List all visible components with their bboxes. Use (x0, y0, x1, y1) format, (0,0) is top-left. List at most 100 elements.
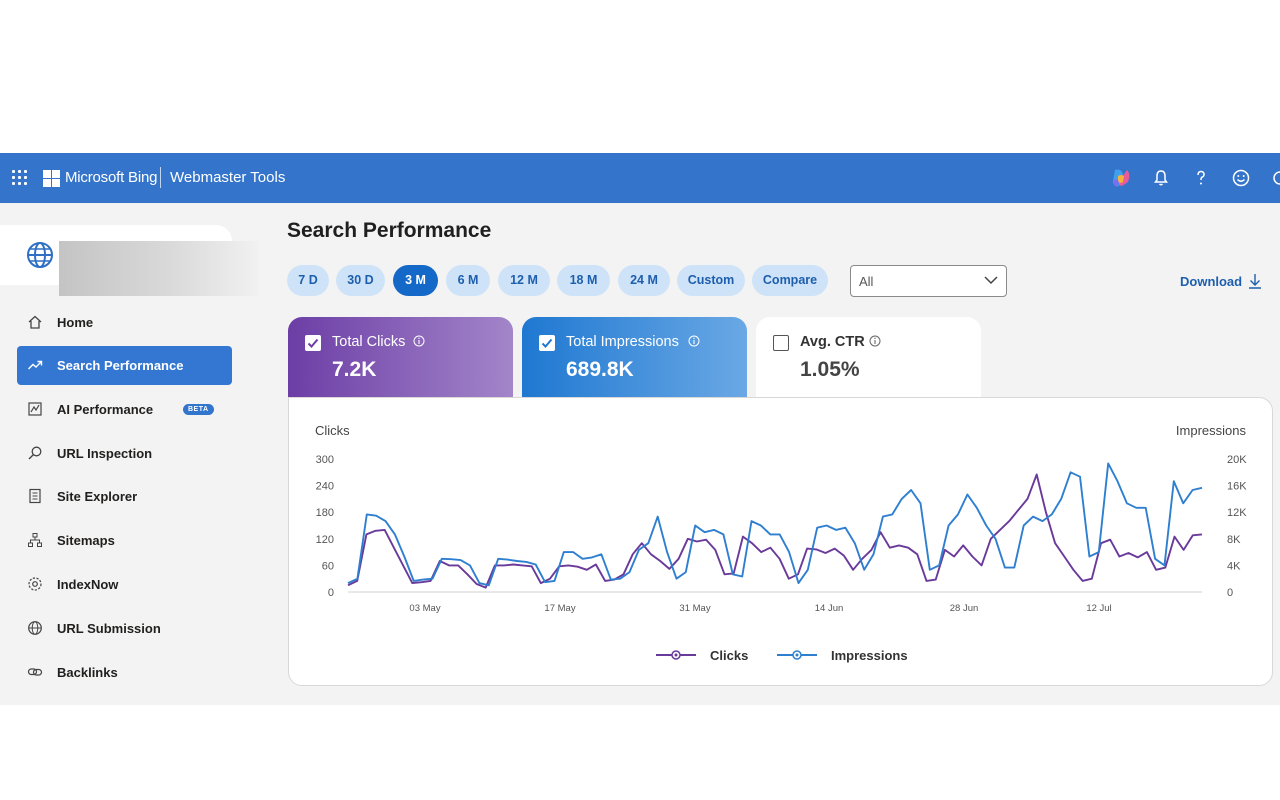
sidebar-item-home[interactable]: Home (17, 303, 232, 342)
sidebar-item-label: URL Submission (57, 621, 161, 636)
help-icon[interactable] (1189, 166, 1213, 190)
sidebar-item-label: Home (57, 315, 94, 330)
sidebar-item-search-performance[interactable]: Search Performance (17, 346, 232, 385)
page-title: Search Performance (287, 219, 492, 242)
info-icon[interactable] (413, 335, 425, 347)
right-axis-title: Impressions (1175, 423, 1246, 438)
left-tick-label: 0 (328, 587, 334, 599)
metric-label: Total Impressions (566, 334, 679, 350)
legend-item-clicks[interactable]: Clicks (710, 648, 748, 663)
sidebar-item-site-explorer[interactable]: Site Explorer (17, 477, 232, 516)
metric-value: 689.8K (566, 358, 634, 381)
download-button[interactable]: Download (1180, 274, 1243, 289)
checkbox-checked-icon[interactable] (305, 335, 321, 351)
chevron-down-icon (984, 276, 998, 285)
app-shell: Microsoft Bing Webmaster Tools (0, 153, 1280, 705)
legend-marker-dot (674, 653, 678, 657)
bell-icon[interactable] (1149, 166, 1173, 190)
range-button-12m[interactable]: 12 M (498, 265, 550, 296)
sidebar-item-url-inspection[interactable]: URL Inspection (17, 434, 232, 473)
performance-chart-card: Clicks Impressions 300 20K 240 16K 180 12K 120… (288, 397, 1273, 686)
x-tick-label: 28 Jun (950, 603, 979, 614)
search-icon (28, 446, 42, 460)
right-tick-label: 0 (1227, 587, 1233, 599)
metric-card-total-clicks[interactable]: Total Clicks 7.2K (288, 317, 513, 399)
metric-value: 7.2K (332, 358, 377, 381)
sidebar-item-indexnow[interactable]: IndexNow (17, 565, 232, 604)
x-tick-label: 14 Jun (815, 603, 844, 614)
trend-icon (28, 360, 43, 370)
sidebar-item-label: URL Inspection (57, 446, 153, 461)
filter-dropdown-value: All (859, 274, 874, 289)
left-tick-label: 60 (322, 560, 334, 572)
brand-divider (160, 167, 161, 188)
product-name[interactable]: Webmaster Tools (170, 169, 286, 186)
range-button-compare[interactable]: Compare (752, 265, 828, 296)
right-tick-label: 4K (1227, 560, 1241, 572)
top-bar: Microsoft Bing Webmaster Tools (0, 153, 1280, 203)
range-button-3m[interactable]: 3 M (393, 265, 438, 296)
sidebar-item-label: Backlinks (57, 665, 118, 680)
right-tick-label: 8K (1227, 534, 1241, 546)
sidebar-item-backlinks[interactable]: Backlinks (17, 653, 232, 692)
x-tick-label: 03 May (409, 603, 440, 614)
globe-icon (28, 621, 42, 635)
sidebar-item-ai-performance[interactable]: AI Performance BETA (17, 390, 232, 429)
sidebar-item-sitemaps[interactable]: Sitemaps (17, 521, 232, 560)
settings-gear-icon[interactable] (1268, 166, 1280, 190)
right-tick-label: 16K (1227, 481, 1247, 493)
metric-label: Total Clicks (332, 334, 406, 350)
left-axis-title: Clicks (315, 423, 350, 438)
range-button-30d[interactable]: 30 D (336, 265, 385, 296)
sidebar-item-label: Search Performance (57, 358, 184, 373)
range-button-7d[interactable]: 7 D (287, 265, 329, 296)
microsoft-logo-icon (43, 170, 60, 187)
brand-name[interactable]: Microsoft Bing (65, 169, 158, 186)
range-button-custom[interactable]: Custom (677, 265, 745, 296)
globe-icon (27, 242, 53, 268)
home-icon (28, 315, 42, 329)
x-tick-label: 17 May (544, 603, 575, 614)
info-icon[interactable] (688, 335, 700, 347)
metric-value: 1.05% (800, 358, 860, 381)
left-tick-label: 180 (316, 507, 334, 519)
sitemap-icon (28, 533, 42, 547)
copilot-icon[interactable] (1109, 166, 1133, 190)
right-tick-label: 12K (1227, 507, 1247, 519)
feedback-smiley-icon[interactable] (1229, 166, 1253, 190)
checkbox-checked-icon[interactable] (539, 335, 555, 351)
legend-marker-dot (795, 653, 799, 657)
series-line-clicks[interactable] (347, 473, 1203, 589)
info-icon[interactable] (869, 335, 881, 347)
left-tick-label: 120 (316, 534, 334, 546)
sidebar-item-label: Sitemaps (57, 533, 115, 548)
metric-label: Avg. CTR (800, 334, 865, 350)
metric-card-total-impressions[interactable]: Total Impressions 689.8K (522, 317, 747, 399)
series-line-impressions[interactable] (347, 462, 1203, 587)
left-tick-label: 240 (316, 481, 334, 493)
performance-line-chart[interactable]: 300 20K 240 16K 180 12K 120 8K 60 4K 0 0 03 May 17 Ma… (289, 398, 1274, 687)
sidebar-item-label: Site Explorer (57, 489, 138, 504)
document-icon (29, 488, 41, 504)
checkbox-unchecked-icon[interactable] (773, 335, 789, 351)
beta-badge: BETA (183, 404, 214, 415)
left-tick-label: 300 (316, 454, 334, 466)
sidebar-item-label: IndexNow (57, 577, 119, 592)
filter-dropdown[interactable]: All (850, 265, 1007, 297)
x-tick-label: 31 May (679, 603, 710, 614)
gear-icon (28, 577, 42, 591)
sidebar-item-url-submission[interactable]: URL Submission (17, 609, 232, 648)
right-tick-label: 20K (1227, 454, 1247, 466)
app-launcher-icon[interactable] (12, 170, 28, 186)
legend-item-impressions[interactable]: Impressions (831, 648, 908, 663)
range-button-6m[interactable]: 6 M (446, 265, 490, 296)
x-tick-label: 12 Jul (1086, 603, 1111, 614)
site-thumbnail-redacted (59, 241, 259, 296)
range-button-24m[interactable]: 24 M (618, 265, 670, 296)
range-button-18m[interactable]: 18 M (557, 265, 610, 296)
download-arrow-icon[interactable] (1248, 273, 1262, 289)
metric-card-avg-ctr[interactable]: Avg. CTR 1.05% (756, 317, 981, 399)
link-icon (27, 668, 43, 676)
sidebar-item-label: AI Performance (57, 402, 154, 417)
ai-chart-icon (28, 402, 42, 416)
